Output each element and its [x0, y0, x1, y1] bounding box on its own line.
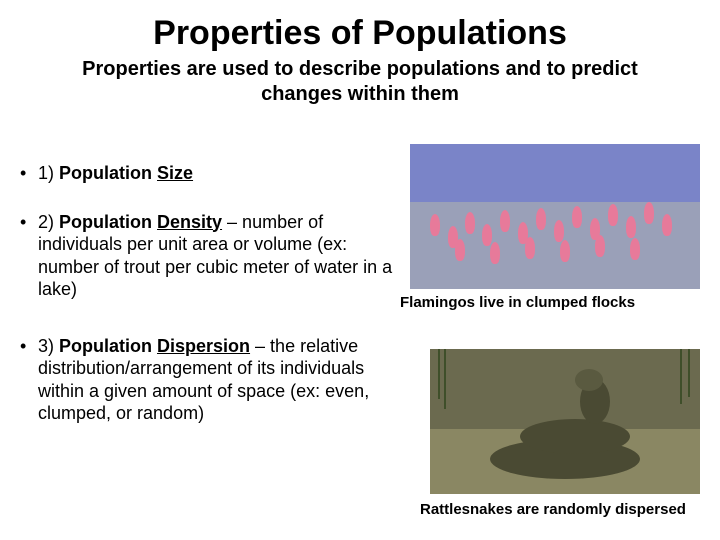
rattlesnake-caption: Rattlesnakes are randomly dispersed — [420, 501, 720, 518]
subtitle: Properties are used to describe populati… — [50, 57, 670, 107]
list-item: • 3) Population Dispersion – the relativ… — [20, 335, 400, 425]
bullet-dot: • — [20, 211, 38, 301]
list-item: • 2) Population Density – number of indi… — [20, 211, 400, 301]
bullet-text: 2) Population Density – number of indivi… — [38, 211, 400, 301]
bullet-text: 3) Population Dispersion – the relative … — [38, 335, 400, 425]
flamingo-image — [410, 144, 700, 289]
bullet-bold: Population — [59, 163, 157, 183]
bullet-underline: Size — [157, 163, 193, 183]
slide: Properties of Populations Properties are… — [0, 14, 720, 540]
bullet-prefix: 3) — [38, 336, 59, 356]
page-title: Properties of Populations — [0, 14, 720, 53]
bullet-underline: Density — [157, 212, 222, 232]
bullet-bold: Population — [59, 336, 157, 356]
bullet-list: • 1) Population Size • 2) Population Den… — [20, 162, 400, 451]
flamingo-caption: Flamingos live in clumped flocks — [400, 294, 720, 311]
bullet-dot: • — [20, 162, 38, 185]
bullet-underline: Dispersion — [157, 336, 250, 356]
rattlesnake-image — [430, 349, 700, 494]
bullet-dot: • — [20, 335, 38, 425]
list-item: • 1) Population Size — [20, 162, 400, 185]
bullet-prefix: 2) — [38, 212, 59, 232]
bullet-text: 1) Population Size — [38, 162, 400, 185]
bullet-prefix: 1) — [38, 163, 59, 183]
bullet-bold: Population — [59, 212, 157, 232]
